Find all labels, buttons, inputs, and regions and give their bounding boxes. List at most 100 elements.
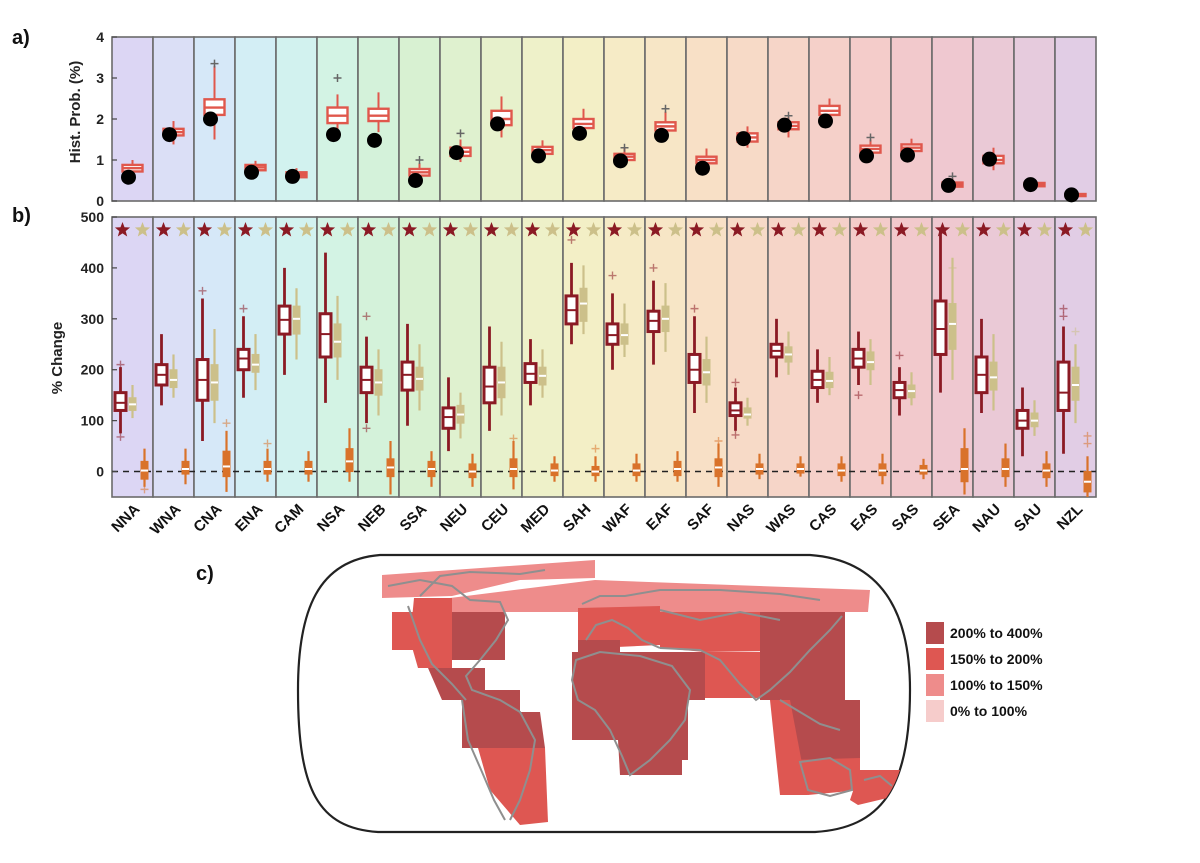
region-label-sah: SAH (560, 501, 594, 535)
panel-b-box (400, 360, 415, 392)
panel-a-observed-point (859, 148, 874, 164)
panel-b-outlier (509, 434, 518, 443)
region-label-ceu: CEU (478, 501, 512, 535)
panel-a-observed-point (654, 127, 669, 143)
panel-a-y-ticks: 0 1 2 3 4 (96, 29, 117, 209)
panel-b-tick-label: 0 (96, 464, 104, 480)
panel-a-outlier (333, 74, 342, 82)
significance-star (667, 222, 684, 237)
panel-a-observed-point (203, 111, 218, 127)
panel-b-box (236, 347, 251, 372)
panel-a-observed-point (736, 131, 751, 147)
significance-star (729, 222, 746, 237)
panel-b-boxplots (113, 229, 1092, 497)
panel-c-label: c) (196, 563, 214, 585)
panel-b-outlier (263, 439, 272, 448)
significance-star (934, 222, 951, 237)
significance-star (483, 222, 500, 237)
significance-star (196, 222, 213, 237)
panel-b-box (345, 448, 354, 473)
significance-star (770, 222, 787, 237)
panel-b-box (1071, 366, 1080, 401)
panel-b-significance-stars (114, 222, 1094, 237)
panel-c-map: 200% to 400% 150% to 200% 100% to 150% 0% t… (296, 553, 1043, 834)
panel-a-observed-point (900, 147, 915, 163)
panel-a-tick-label: 0 (96, 193, 104, 209)
significance-star (401, 222, 418, 237)
panel-a-label: a) (12, 27, 30, 49)
legend-label: 200% to 400% (950, 625, 1043, 641)
panel-a-backgrounds (111, 36, 1097, 202)
panel-b-box (620, 323, 629, 345)
panel-b-cell-neu (439, 216, 482, 498)
significance-star (872, 222, 889, 237)
legend-label: 100% to 150% (950, 677, 1043, 693)
panel-b-box (825, 371, 834, 389)
panel-b-outlier (690, 304, 699, 313)
panel-a-y-axis-label: Hist. Prob. (%) (67, 61, 84, 164)
panel-b-tick-label: 300 (81, 311, 105, 327)
significance-star (585, 222, 602, 237)
panel-a-cell-neu (439, 36, 482, 202)
region-label-eaf: EAF (643, 501, 676, 534)
panel-a-observed-point (162, 127, 177, 143)
panel-a-observed-point (613, 153, 628, 169)
map-region-cna-south (410, 640, 452, 668)
panel-b-box (1056, 360, 1071, 412)
significance-star (790, 222, 807, 237)
significance-star (708, 222, 725, 237)
panel-a-observed-point (982, 151, 997, 167)
panel-a-outlier (415, 156, 424, 164)
panel-b-cell-nas (726, 216, 769, 498)
panel-a-observed-point (244, 164, 259, 180)
panel-b-outlier (362, 312, 371, 321)
panel-a-outlier (456, 129, 465, 138)
map-legend: 200% to 400% 150% to 200% 100% to 150% 0% t… (926, 622, 1043, 722)
significance-star (544, 222, 561, 237)
panel-a-tick-label: 2 (96, 111, 104, 127)
significance-star (257, 222, 274, 237)
significance-star (913, 222, 930, 237)
panel-a-cell-ssa (398, 36, 441, 202)
panel-b-outlier (1083, 431, 1092, 440)
region-label-saf: SAF (684, 501, 717, 534)
map-coastlines (387, 569, 893, 821)
panel-b-tick-label: 200 (81, 362, 105, 378)
panel-a-observed-point (531, 148, 546, 164)
panel-b-chart: 0 100 200 300 400 500 NNA WNA CNA ENA CAM NSA NEB SS… (49, 209, 1097, 538)
panel-b-outlier (567, 235, 576, 244)
panel-b-box (304, 460, 313, 475)
panel-b-box (866, 351, 875, 371)
significance-star (298, 222, 315, 237)
significance-star (954, 222, 971, 237)
panel-a-tick-label: 3 (96, 70, 104, 86)
panel-a-cell-ceu (480, 36, 523, 202)
significance-star (831, 222, 848, 237)
panel-b-cell-eaf (644, 216, 687, 498)
significance-star (175, 222, 192, 237)
significance-star (216, 222, 233, 237)
panel-b-box (728, 401, 743, 418)
panel-b-box (113, 391, 128, 412)
panel-a-cell-eas (849, 36, 892, 202)
map-region-cna (452, 612, 505, 660)
significance-star (114, 222, 131, 237)
map-region-ceu (578, 640, 620, 652)
significance-star (995, 222, 1012, 237)
panel-b-outlier (948, 263, 957, 272)
significance-star (606, 222, 623, 237)
panel-a-observed-point (326, 127, 341, 143)
panel-a-observed-point (1023, 177, 1038, 193)
significance-star (647, 222, 664, 237)
panel-a-observed-point (490, 116, 505, 132)
region-label-nas: NAS (724, 501, 758, 535)
panel-b-outlier (608, 271, 617, 280)
panel-b-tick-label: 100 (81, 413, 105, 429)
panel-a-observed-point (777, 117, 792, 133)
map-region-sah (572, 652, 705, 700)
panel-b-tick-label: 400 (81, 260, 105, 276)
panel-a-observed-point (285, 168, 300, 184)
panel-b-outlier (140, 485, 149, 494)
panel-a-outlier (866, 133, 875, 142)
panel-b-outlier (362, 424, 371, 433)
